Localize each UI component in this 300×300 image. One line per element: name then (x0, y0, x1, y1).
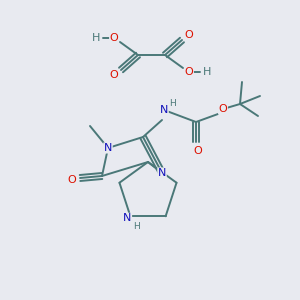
Text: H: H (133, 222, 140, 231)
Text: H: H (92, 33, 100, 43)
Text: N: N (158, 168, 166, 178)
Text: O: O (110, 33, 118, 43)
Text: O: O (219, 104, 227, 114)
Text: N: N (104, 143, 112, 153)
Text: H: H (203, 67, 211, 77)
Text: O: O (68, 175, 76, 185)
Text: H: H (169, 100, 176, 109)
Text: O: O (194, 146, 202, 156)
Text: O: O (110, 70, 118, 80)
Text: O: O (184, 30, 194, 40)
Text: O: O (184, 67, 194, 77)
Text: N: N (160, 105, 168, 115)
Text: N: N (123, 213, 132, 223)
